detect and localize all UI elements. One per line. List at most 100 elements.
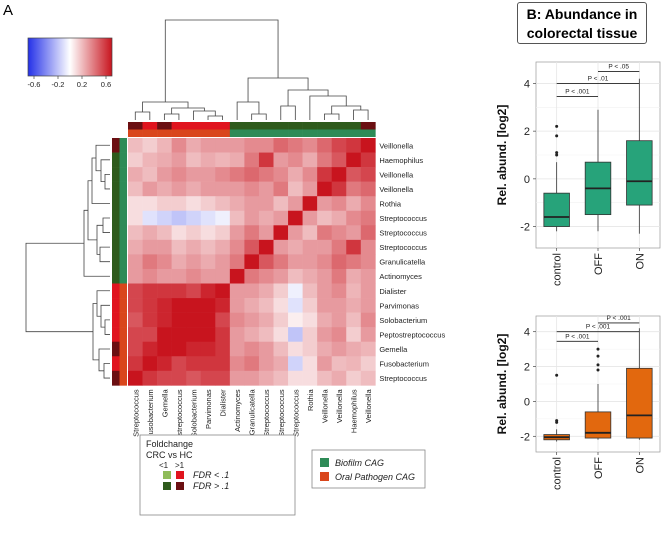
boxplot-top-box-2 bbox=[626, 140, 653, 206]
heatmap-column-label-0: Streptococcus bbox=[131, 389, 140, 437]
heatmap-cell-r2-c13 bbox=[317, 167, 332, 182]
heatmap-cell-r14-c14 bbox=[331, 341, 347, 357]
heatmap-cell-r3-c4 bbox=[186, 181, 202, 197]
heatmap-cell-r6-c9 bbox=[258, 225, 274, 241]
column-dendrogram-branch bbox=[163, 113, 180, 120]
heatmap-cell-r0-c2 bbox=[157, 138, 172, 153]
heatmap-cell-r10-c13 bbox=[317, 283, 332, 299]
row-cag-bar-6 bbox=[119, 225, 127, 241]
heatmap-row-label-8: Granulicatella bbox=[379, 258, 426, 267]
heatmap-cell-r13-c4 bbox=[186, 327, 202, 342]
heatmap-cell-r4-c10 bbox=[273, 196, 289, 212]
col-foldchange-bar-7 bbox=[229, 122, 245, 130]
row-dendrogram-branch bbox=[103, 363, 110, 379]
row-foldchange-bar-4 bbox=[112, 196, 120, 212]
heatmap-cell-r16-c14 bbox=[331, 370, 347, 386]
heatmap-cell-r14-c15 bbox=[346, 341, 362, 357]
heatmap-cell-r16-c11 bbox=[288, 370, 303, 386]
heatmap-cell-r0-c0 bbox=[128, 138, 143, 153]
row-cag-bar-1 bbox=[119, 152, 127, 168]
heatmap-cell-r7-c7 bbox=[229, 239, 245, 255]
heatmap-cell-r4-c12 bbox=[302, 196, 318, 212]
heatmap-column-label-11: Streptococcus bbox=[291, 389, 300, 437]
heatmap-cell-r2-c3 bbox=[171, 167, 187, 182]
heatmap-cell-r1-c14 bbox=[331, 152, 347, 168]
heatmap-cell-r6-c15 bbox=[346, 225, 362, 241]
heatmap-cell-r10-c10 bbox=[273, 283, 289, 299]
heatmap-column-label-12: Rothia bbox=[306, 389, 315, 412]
heatmap-cell-r15-c10 bbox=[273, 356, 289, 372]
heatmap-cell-r4-c3 bbox=[171, 196, 187, 212]
heatmap-cell-r10-c3 bbox=[171, 283, 187, 299]
heatmap-cell-r16-c4 bbox=[186, 370, 202, 386]
foldchange-legend: Foldchange CRC vs HC <1 >1 FDR < .1 FDR … bbox=[139, 434, 296, 516]
heatmap-cell-r14-c9 bbox=[258, 341, 274, 357]
heatmap-cell-r4-c15 bbox=[346, 196, 362, 212]
heatmap-cell-r9-c10 bbox=[273, 268, 289, 284]
heatmap-cell-r0-c9 bbox=[258, 138, 274, 153]
heatmap-cell-r7-c6 bbox=[215, 239, 231, 255]
heatmap-cell-r11-c10 bbox=[273, 298, 289, 313]
heatmap-cell-r7-c8 bbox=[244, 239, 260, 255]
heatmap-cell-r14-c2 bbox=[157, 341, 172, 357]
heatmap-cell-r5-c7 bbox=[229, 210, 245, 226]
heatmap-cell-r4-c11 bbox=[288, 196, 303, 212]
row-cag-bar-11 bbox=[119, 298, 127, 313]
heatmap-cell-r16-c6 bbox=[215, 370, 231, 386]
heatmap-cell-r10-c11 bbox=[288, 283, 303, 299]
row-cag-bar-14 bbox=[119, 341, 127, 357]
row-foldchange-bar-15 bbox=[112, 356, 120, 372]
heatmap-cell-r7-c3 bbox=[171, 239, 187, 255]
heatmap-cell-r5-c6 bbox=[215, 210, 231, 226]
heatmap-cell-r13-c12 bbox=[302, 327, 318, 342]
heatmap-cell-r16-c10 bbox=[273, 370, 289, 386]
row-foldchange-bar-7 bbox=[112, 239, 120, 255]
heatmap-cell-r12-c8 bbox=[244, 312, 260, 328]
boxplot-bottom-ytick-label-0: -2 bbox=[520, 431, 530, 443]
heatmap-cell-r13-c9 bbox=[258, 327, 274, 342]
heatmap-cell-r10-c14 bbox=[331, 283, 347, 299]
heatmap-column-label-15: Haemophilus bbox=[350, 389, 359, 433]
heatmap-cell-r7-c0 bbox=[128, 239, 143, 255]
row-dendrogram-branch bbox=[92, 303, 99, 361]
heatmap-cell-r1-c0 bbox=[128, 152, 143, 168]
heatmap-cell-r6-c8 bbox=[244, 225, 260, 241]
heatmap-cell-r12-c5 bbox=[200, 312, 216, 328]
heatmap-cell-r12-c7 bbox=[229, 312, 245, 328]
legend-fdr-low: FDR < .1 bbox=[193, 470, 229, 480]
boxplot-top-outlier-0-0 bbox=[555, 153, 559, 157]
heatmap-cell-r15-c15 bbox=[346, 356, 362, 372]
heatmap-cell-r3-c6 bbox=[215, 181, 231, 197]
col-foldchange-bar-10 bbox=[273, 122, 289, 130]
heatmap-row-label-7: Streptococcus bbox=[379, 243, 427, 252]
heatmap-cell-r0-c16 bbox=[360, 138, 376, 153]
boxplot-top-xtick-label-2: ON bbox=[634, 253, 646, 270]
heatmap-cell-r3-c0 bbox=[128, 181, 143, 197]
heatmap-row-label-3: Veillonella bbox=[379, 185, 414, 194]
boxplot-bottom-xtick-label-1: OFF bbox=[593, 457, 605, 479]
heatmap-cell-r5-c13 bbox=[317, 210, 332, 226]
heatmap-cell-r4-c0 bbox=[128, 196, 143, 212]
heatmap-cell-r0-c10 bbox=[273, 138, 289, 153]
heatmap-cell-r1-c13 bbox=[317, 152, 332, 168]
col-cag-bar-3 bbox=[171, 129, 187, 137]
heatmap-cell-r5-c16 bbox=[360, 210, 376, 226]
heatmap-column-label-6: Dialister bbox=[219, 389, 228, 417]
heatmap-cell-r14-c5 bbox=[200, 341, 216, 357]
heatmap-cell-r2-c2 bbox=[157, 167, 172, 182]
heatmap-cell-r2-c1 bbox=[142, 167, 158, 182]
heatmap-cell-r16-c9 bbox=[258, 370, 274, 386]
heatmap-cell-r6-c10 bbox=[273, 225, 289, 241]
boxplot-bottom-box-2 bbox=[626, 367, 653, 439]
col-cag-bar-13 bbox=[317, 129, 332, 137]
row-cag-bar-15 bbox=[119, 356, 127, 372]
heatmap-cell-r15-c2 bbox=[157, 356, 172, 372]
heatmap-cell-r8-c3 bbox=[171, 254, 187, 270]
row-annotation-bars bbox=[112, 138, 127, 386]
heatmap-cell-r7-c4 bbox=[186, 239, 202, 255]
heatmap-cell-r15-c6 bbox=[215, 356, 231, 372]
column-annotation-bars bbox=[128, 122, 376, 137]
heatmap-cell-r10-c7 bbox=[229, 283, 245, 299]
boxplot-bottom-sig-label-2: P < .001 bbox=[607, 315, 632, 322]
heatmap-column-label-4: Solobacterium bbox=[189, 389, 198, 437]
